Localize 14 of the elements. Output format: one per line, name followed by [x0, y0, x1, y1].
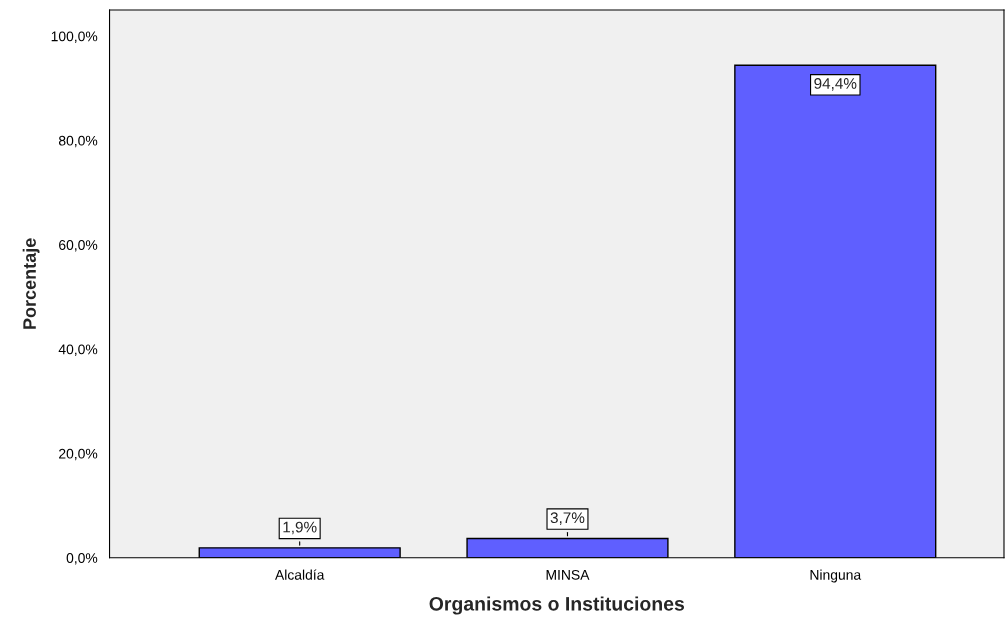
y-tick-label: 100,0% — [51, 31, 98, 43]
y-tick-label: 0,0% — [66, 553, 98, 565]
x-tick-label: Alcaldía — [275, 569, 325, 580]
y-tick-label: 20,0% — [59, 448, 98, 461]
y-axis-title: Porcentaje — [22, 238, 40, 329]
data-label: 1,9% — [283, 521, 317, 535]
data-label: 3,7% — [550, 512, 585, 525]
x-tick-label: Ninguna — [810, 569, 862, 583]
y-tick-label: 60,0% — [59, 240, 98, 252]
data-label: 94,4% — [814, 78, 857, 91]
y-tick-label: 40,0% — [58, 344, 98, 356]
x-axis-title: Organismos o Instituciones — [429, 596, 685, 615]
y-tick-label: 80,0% — [58, 135, 98, 148]
x-tick-label: MINSA — [546, 569, 590, 580]
